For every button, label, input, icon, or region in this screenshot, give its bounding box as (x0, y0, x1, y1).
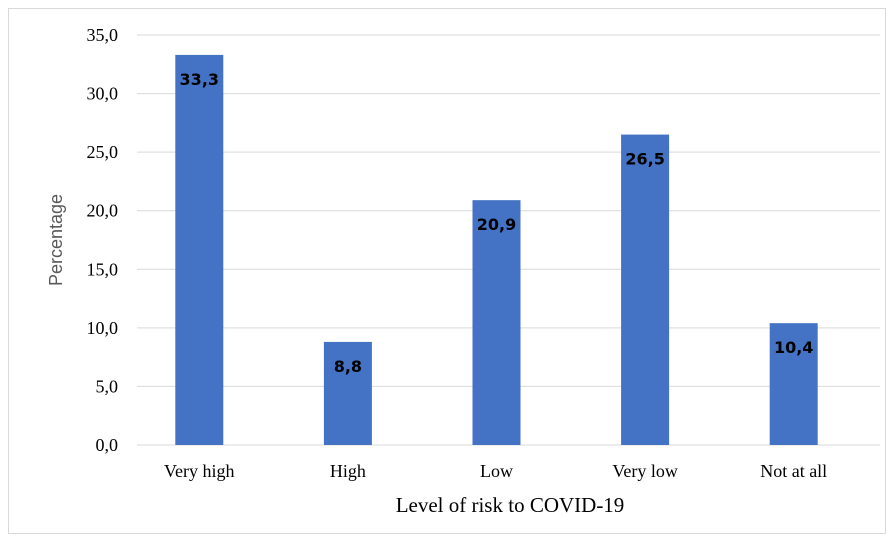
y-axis-label: Percentage (46, 194, 66, 286)
y-tick-label: 30,0 (87, 84, 119, 104)
data-label: 8,8 (334, 357, 362, 376)
x-tick-label: Low (480, 461, 513, 481)
x-tick-labels: Very high High Low Very low Not at all (164, 461, 827, 481)
data-label: 20,9 (477, 215, 516, 234)
bar (175, 54, 224, 446)
y-tick-label: 10,0 (87, 318, 119, 338)
chart-frame (8, 8, 886, 534)
bar (472, 200, 521, 445)
y-tick-labels: 0,0 5,0 10,0 15,0 20,0 25,0 30,0 35,0 (87, 25, 119, 455)
y-tick-label: 5,0 (96, 376, 119, 396)
x-axis-label: Level of risk to COVID-19 (396, 493, 625, 517)
x-tick-label: Not at all (760, 461, 827, 481)
bars (175, 54, 818, 446)
y-tick-label: 35,0 (87, 25, 119, 45)
data-label: 10,4 (774, 338, 813, 357)
data-label: 33,3 (180, 70, 219, 89)
bar (323, 341, 372, 445)
bar (621, 134, 670, 446)
data-labels: 33,3 8,8 20,9 26,5 10,4 (180, 70, 814, 376)
y-tick-label: 20,0 (87, 201, 119, 221)
y-tick-label: 25,0 (87, 142, 119, 162)
y-tick-label: 15,0 (87, 259, 119, 279)
x-tick-label: Very high (164, 461, 235, 481)
x-tick-label: Very low (612, 461, 678, 481)
x-tick-label: High (330, 461, 366, 481)
data-label: 26,5 (625, 150, 664, 169)
bar (769, 323, 818, 445)
y-tick-label: 0,0 (96, 435, 119, 455)
